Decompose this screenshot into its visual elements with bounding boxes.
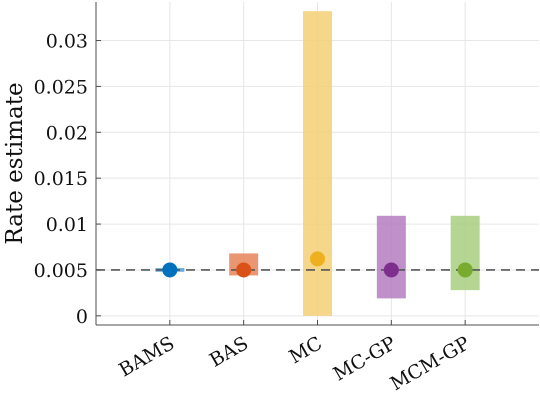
estimate-point-mcm-gp (457, 262, 473, 278)
y-tick-labels: 0 0.005 0.01 0.015 0.02 0.025 0.03 (34, 31, 88, 328)
y-tick-label: 0 (76, 306, 88, 328)
x-tick-label: BAMS (115, 332, 178, 381)
y-tick-label: 0.005 (34, 260, 88, 282)
estimate-point-bams (162, 262, 178, 278)
x-tick-label: MCM-GP (387, 332, 474, 395)
estimate-markers (162, 251, 473, 278)
interval-bar-mcm-gp (450, 215, 480, 291)
y-tick-label: 0.02 (46, 122, 88, 144)
estimate-point-bas (236, 262, 252, 278)
y-tick-label: 0.03 (46, 31, 88, 53)
y-tick-label: 0.015 (34, 168, 88, 190)
interval-bar-mc-gp (376, 215, 406, 299)
x-tick-label: MC (286, 332, 326, 368)
axes (95, 2, 539, 326)
y-tick-label: 0.01 (46, 214, 88, 236)
y-axis-label: Rate estimate (2, 82, 28, 244)
y-tick-label: 0.025 (34, 76, 88, 98)
estimate-point-mc-gp (383, 262, 399, 278)
estimate-point-mc (310, 251, 325, 267)
x-tick-label: BAS (206, 332, 252, 371)
